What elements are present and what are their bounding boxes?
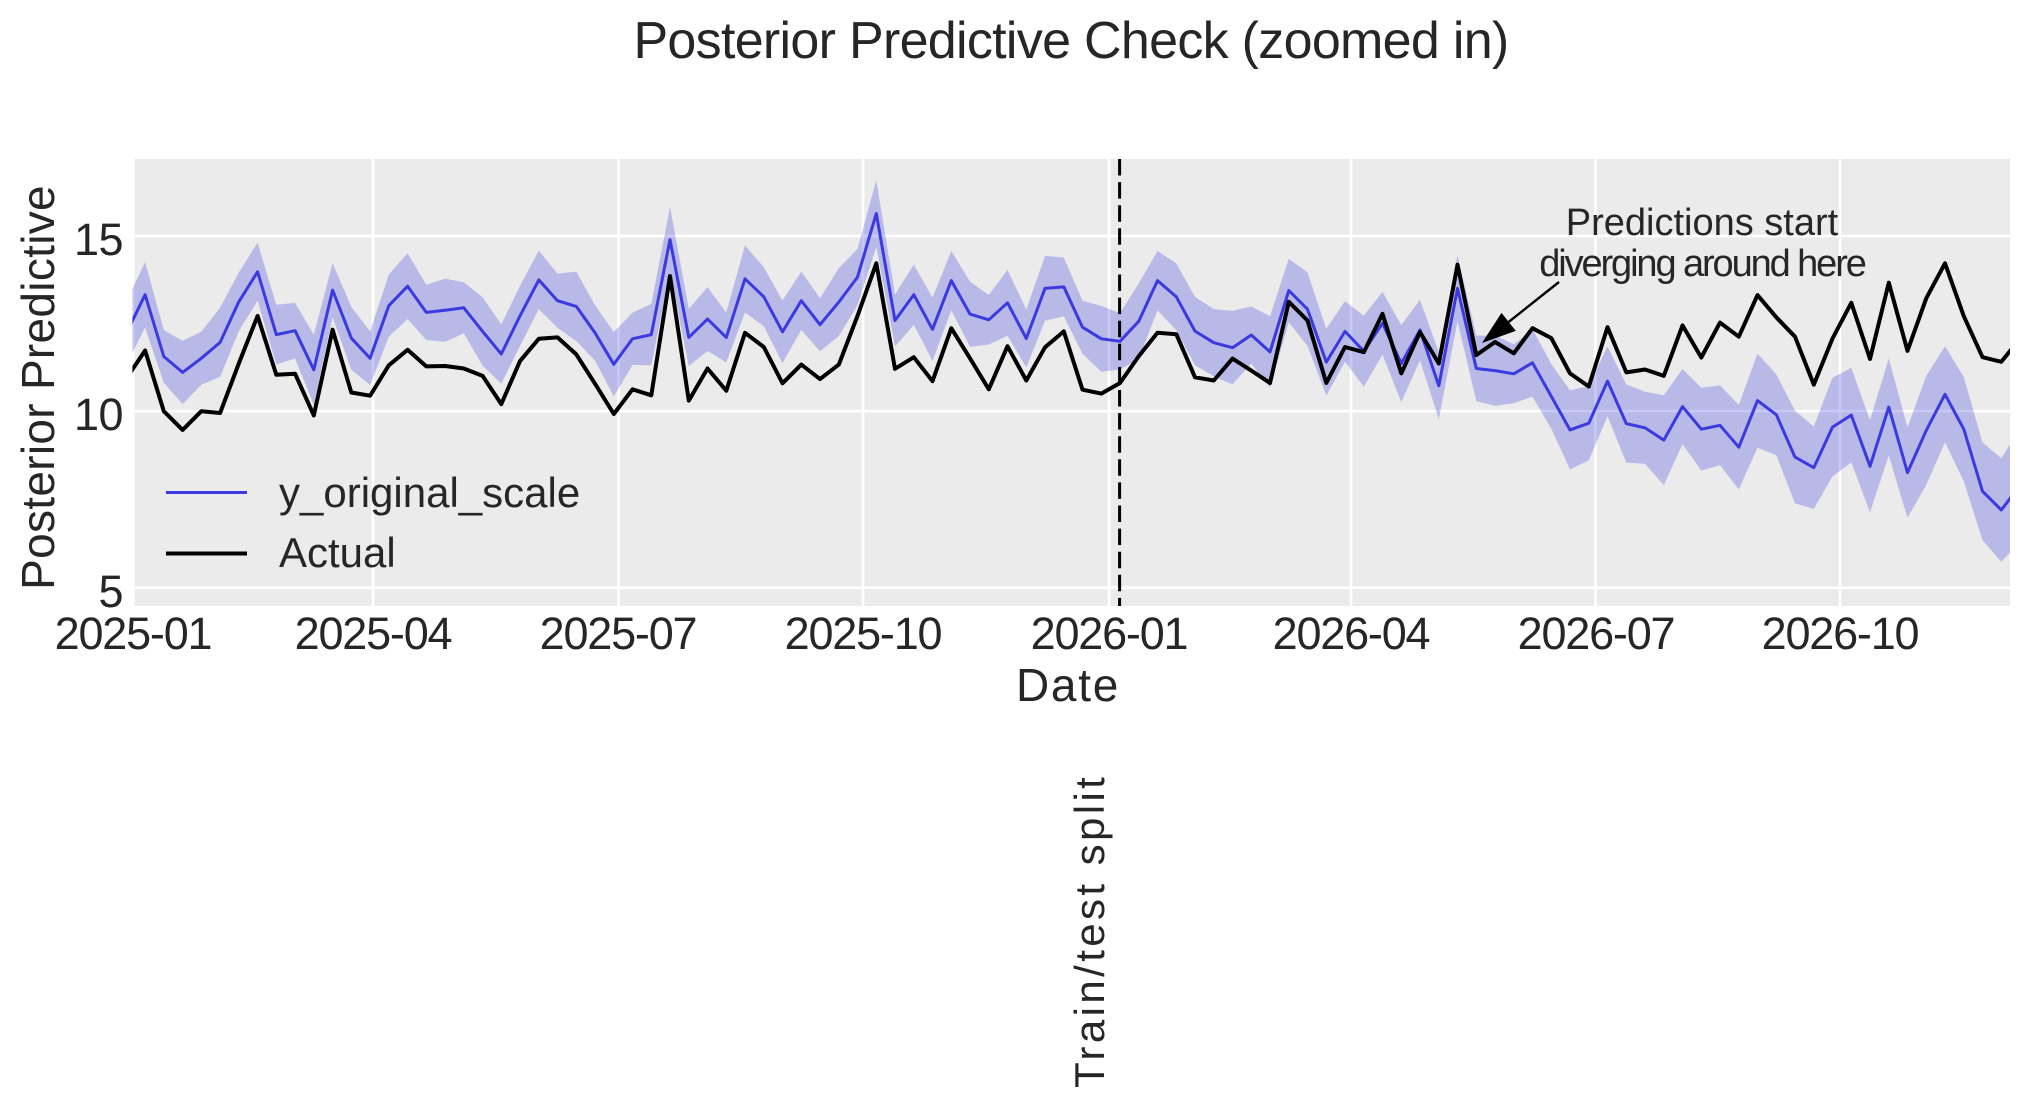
svg-text:y_original_scale: y_original_scale xyxy=(279,469,580,516)
svg-text:2026-10: 2026-10 xyxy=(1762,608,1919,659)
svg-text:Predictions start: Predictions start xyxy=(1566,202,1839,244)
svg-text:Date: Date xyxy=(1016,659,1120,711)
svg-text:10: 10 xyxy=(74,389,123,440)
svg-text:2025-04: 2025-04 xyxy=(295,608,452,659)
svg-text:2025-01: 2025-01 xyxy=(55,608,212,659)
svg-text:2026-01: 2026-01 xyxy=(1031,608,1188,659)
svg-text:5: 5 xyxy=(98,566,123,617)
svg-text:2025-07: 2025-07 xyxy=(540,608,697,659)
svg-text:2025-10: 2025-10 xyxy=(785,608,942,659)
svg-text:Posterior Predictive: Posterior Predictive xyxy=(12,185,64,590)
svg-text:Posterior Predictive Check (zo: Posterior Predictive Check (zoomed in) xyxy=(633,12,1508,70)
svg-text:Actual: Actual xyxy=(279,529,396,576)
svg-text:Train/test split: Train/test split xyxy=(1066,774,1113,1088)
svg-text:diverging around here: diverging around here xyxy=(1539,243,1866,285)
svg-text:2026-07: 2026-07 xyxy=(1518,608,1675,659)
svg-text:15: 15 xyxy=(74,214,123,265)
svg-text:2026-04: 2026-04 xyxy=(1273,608,1430,659)
